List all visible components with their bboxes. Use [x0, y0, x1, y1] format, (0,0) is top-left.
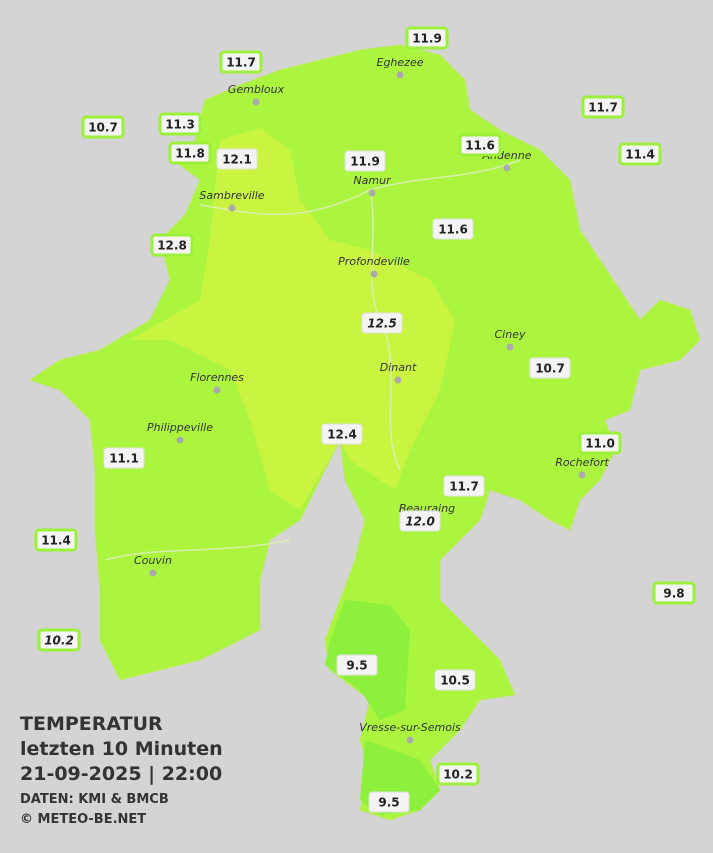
- station-box: [578, 431, 622, 455]
- station-value: 10.5: [440, 674, 470, 688]
- station-value: 11.6: [465, 139, 495, 153]
- station-value: 11.8: [175, 147, 205, 161]
- station-value: 11.6: [438, 223, 468, 237]
- station-box: [219, 50, 263, 74]
- station-value: 10.7: [535, 362, 565, 376]
- station-box: [432, 218, 474, 240]
- station-box: [37, 628, 81, 652]
- city-dot: [506, 343, 514, 351]
- station-box: [405, 26, 449, 50]
- credit-line: © METEO-BE.NET: [20, 812, 146, 827]
- city-dot: [396, 71, 404, 79]
- station-box: [434, 669, 476, 691]
- title-line: TEMPERATUR: [20, 713, 163, 735]
- city-name: Eghezee: [377, 56, 424, 69]
- station-box: [34, 528, 78, 552]
- station-box: [158, 112, 202, 136]
- station-value: 12.4: [327, 428, 357, 442]
- city-dot: [176, 436, 184, 444]
- city-name: Philippeville: [147, 421, 213, 434]
- station-box: [103, 447, 145, 469]
- station-box: [344, 150, 386, 172]
- city-dot: [149, 569, 157, 577]
- station-box: [458, 133, 502, 157]
- city-name: Vresse-sur-Semois: [359, 721, 461, 734]
- station-value: 11.9: [412, 32, 442, 46]
- station-box: [399, 510, 441, 532]
- station-value: 10.7: [88, 121, 118, 135]
- city-name: Ciney: [495, 328, 526, 341]
- station-box: [336, 654, 378, 676]
- city-dot: [394, 376, 402, 384]
- city-dot: [370, 270, 378, 278]
- station-box: [368, 791, 410, 813]
- station-value: 12.8: [157, 239, 187, 253]
- city-name: Florennes: [190, 371, 244, 384]
- station-value: 11.7: [226, 56, 256, 70]
- city-dot: [252, 98, 260, 106]
- station-value: 12.1: [222, 153, 252, 167]
- station-value: 9.5: [346, 659, 367, 673]
- station-box: [321, 423, 363, 445]
- city-dot: [503, 164, 511, 172]
- station-value: 10.2: [443, 768, 473, 782]
- city-name: Dinant: [380, 361, 417, 374]
- station-box: [581, 95, 625, 119]
- station-box: [81, 115, 125, 139]
- station-value: 9.5: [378, 796, 399, 810]
- station-box: [436, 762, 480, 786]
- station-value: 10.2: [44, 634, 74, 648]
- station-box: [168, 141, 212, 165]
- title-line: letzten 10 Minuten: [20, 738, 223, 760]
- city-name: Couvin: [134, 554, 172, 567]
- station-value: 11.3: [165, 118, 195, 132]
- station-value: 11.9: [350, 155, 380, 169]
- station-value: 11.7: [449, 480, 479, 494]
- station-value: 12.0: [405, 515, 435, 529]
- city-name: Namur: [353, 174, 392, 187]
- credit-line: DATEN: KMI & BMCB: [20, 792, 169, 807]
- station-value: 11.0: [585, 437, 615, 451]
- city-dot: [213, 386, 221, 394]
- station-box: [361, 312, 403, 334]
- station-box: [216, 148, 258, 170]
- warm-zone: [130, 128, 455, 510]
- station-box: [618, 142, 662, 166]
- station-box: [652, 581, 696, 605]
- station-value: 11.4: [625, 148, 655, 162]
- city-name: Profondeville: [338, 255, 410, 268]
- station-value: 11.4: [41, 534, 71, 548]
- station-value: 11.7: [588, 101, 618, 115]
- city-dot: [406, 736, 414, 744]
- city-name: Rochefort: [555, 456, 609, 469]
- city-dot: [228, 204, 236, 212]
- city-name: Gembloux: [228, 83, 285, 96]
- station-value: 9.8: [663, 587, 684, 601]
- city-dot: [578, 471, 586, 479]
- station-box: [529, 357, 571, 379]
- station-box: [443, 475, 485, 497]
- city-name: Sambreville: [199, 189, 264, 202]
- station-value: 11.1: [109, 452, 139, 466]
- city-dot: [368, 189, 376, 197]
- title-line: 21-09-2025 | 22:00: [20, 763, 222, 785]
- station-value: 12.5: [367, 317, 397, 331]
- station-box: [150, 233, 194, 257]
